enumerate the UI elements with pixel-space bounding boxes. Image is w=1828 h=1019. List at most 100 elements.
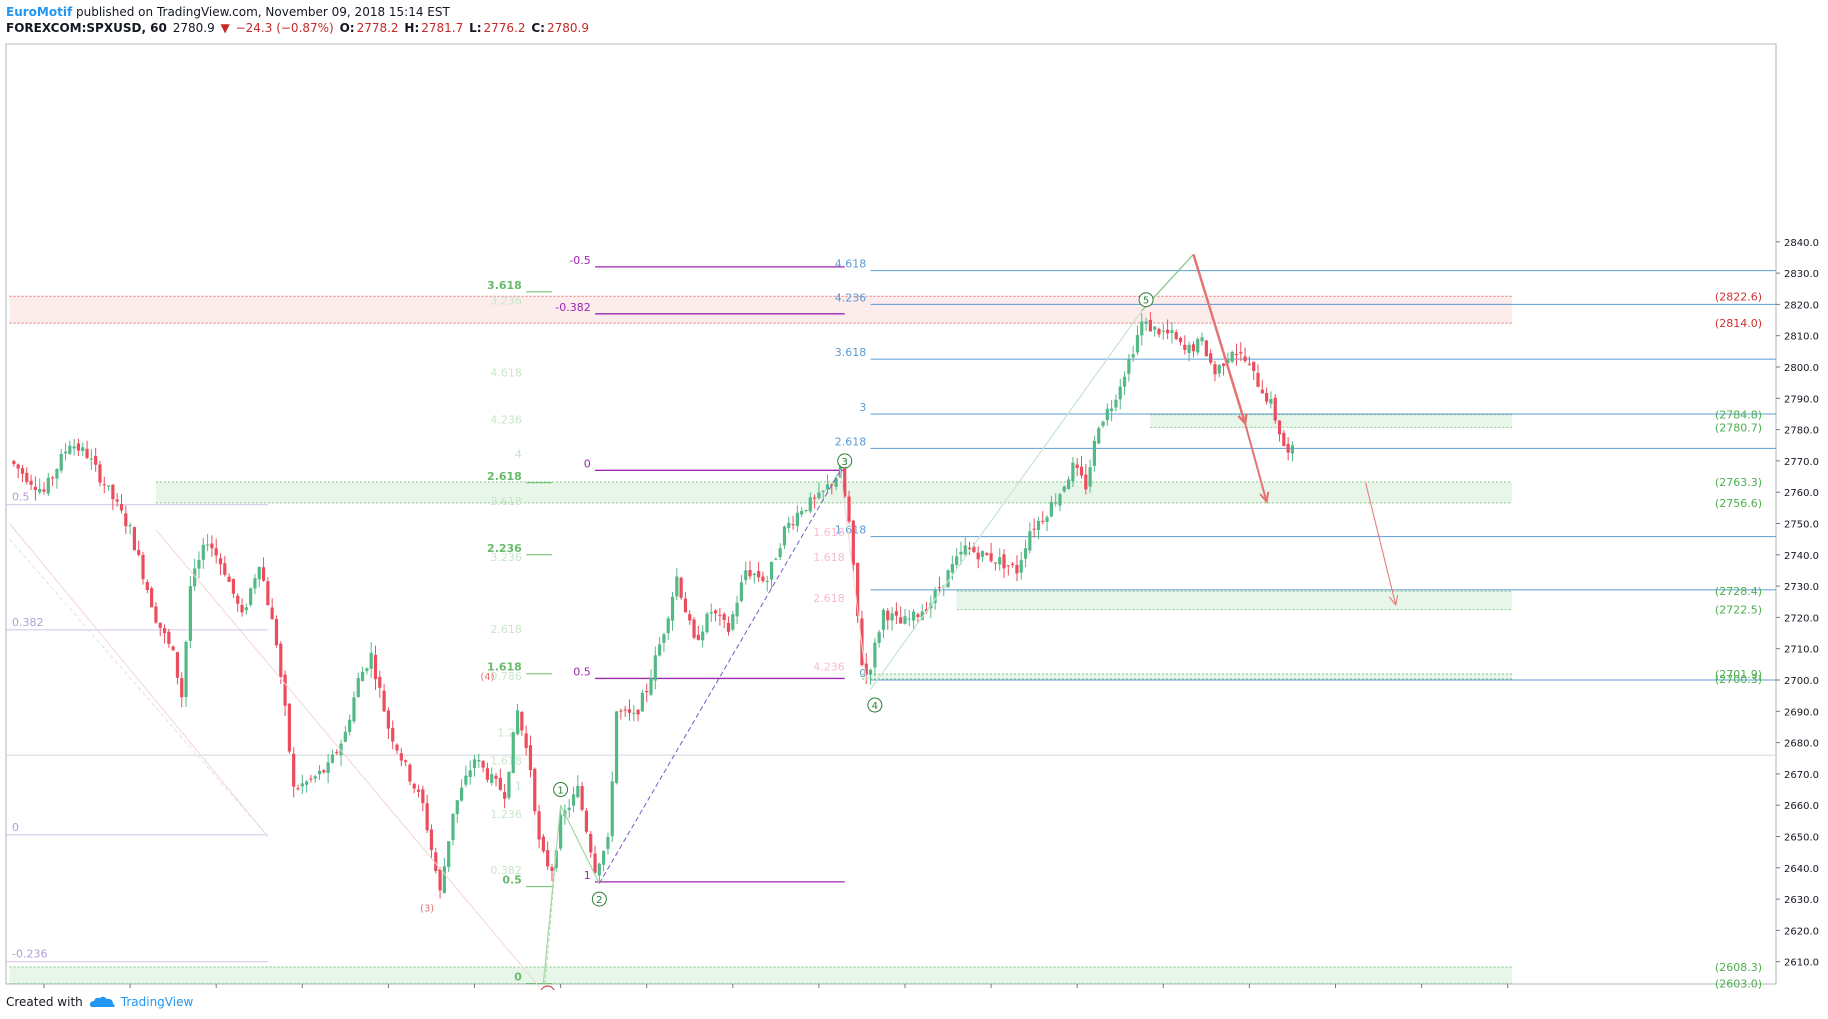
candle-body-97 — [429, 829, 434, 850]
candle-body-152 — [666, 618, 670, 634]
candle-body-186 — [812, 497, 817, 499]
candle-body-21 — [102, 484, 106, 486]
candle-body-44 — [201, 544, 205, 560]
candle-body-129 — [567, 807, 571, 811]
left-diagonal-1 — [9, 523, 269, 837]
candle-body-165 — [722, 614, 726, 620]
candle-body-194 — [847, 496, 851, 522]
green-fib-faint-label-0: 4.618 — [490, 367, 522, 380]
wave-label-0: 1 — [557, 786, 563, 797]
chart-header: EuroMotif published on TradingView.com, … — [6, 4, 591, 36]
candle-body-159 — [696, 634, 700, 640]
wave-paren-label-6: (3) — [420, 904, 434, 915]
wave-labels-layer: 12345C(3)(4)(5) — [420, 292, 1154, 990]
candle-body-91 — [404, 760, 408, 763]
candle-body-108 — [477, 760, 481, 762]
left-diagonal-2 — [155, 529, 540, 988]
open-value: 2778.2 — [356, 21, 399, 35]
candle-body-4 — [29, 480, 33, 485]
symbol-label: FOREXCOM:SPXUSD, 60 — [6, 21, 167, 35]
candle-body-42 — [193, 568, 197, 587]
candle-body-267 — [1161, 330, 1165, 332]
wave-dash-c-1 — [544, 852, 557, 984]
candle-body-167 — [731, 614, 735, 630]
candle-body-176 — [769, 561, 774, 580]
candle-body-27 — [128, 525, 132, 527]
candle-body-70 — [313, 776, 317, 779]
candle-body-25 — [119, 503, 124, 511]
candle-body-56 — [253, 578, 257, 589]
green-fib-label-0: 3.618 — [487, 279, 522, 292]
publisher-name[interactable]: EuroMotif — [6, 5, 73, 19]
candle-body-190 — [830, 484, 834, 486]
down-arrow-2-head — [1259, 491, 1270, 504]
candle-body-199 — [868, 669, 873, 675]
candle-body-98 — [434, 852, 438, 871]
green-fib-label-2: 2.236 — [487, 542, 522, 555]
candle-body-5 — [33, 486, 37, 491]
candle-body-85 — [378, 676, 382, 688]
candle-body-254 — [1105, 408, 1109, 421]
candle-body-116 — [511, 732, 515, 774]
candle-body-105 — [464, 775, 468, 785]
wave-label-5: C — [544, 989, 551, 990]
wave-circle-4 — [1138, 292, 1154, 308]
time-axis[interactable]: 2223242526293031Nov256789101112 — [38, 984, 1514, 990]
candle-body-210 — [916, 614, 920, 617]
green-fib-faint-label-12: 0.786 — [490, 670, 522, 683]
wave-line-1-2 — [560, 804, 600, 884]
zone-2 — [1150, 414, 1513, 428]
candle-body-219 — [955, 556, 959, 565]
green-fib-label-1: 2.618 — [487, 470, 522, 483]
price-label-1: (2814.0) — [1715, 317, 1762, 330]
candle-body-259 — [1127, 359, 1131, 374]
candle-body-228 — [993, 562, 998, 564]
y-tick-label-24: 2840.0 — [1784, 238, 1819, 249]
price-labels-layer: (2822.6) (2814.0) (2784.8)(2780.7) (2763.3)… — [1715, 290, 1762, 990]
wave-line-c-1 — [542, 805, 562, 984]
candle-body-72 — [322, 770, 326, 773]
candle-body-222 — [967, 547, 972, 550]
y-tick-label-11: 2710.0 — [1784, 645, 1819, 656]
candle-body-169 — [739, 582, 744, 602]
candle-body-157 — [688, 614, 692, 621]
candle-body-1 — [16, 464, 20, 469]
candle-body-279 — [1213, 364, 1217, 375]
candle-body-166 — [726, 622, 731, 632]
candle-body-124 — [546, 850, 550, 867]
candle-body-248 — [1079, 466, 1084, 476]
candle-body-290 — [1260, 389, 1264, 394]
candle-body-227 — [989, 553, 993, 562]
candle-body-79 — [352, 697, 356, 722]
candle-body-173 — [757, 571, 761, 578]
candle-body-36 — [167, 631, 171, 644]
candle-body-118 — [520, 712, 524, 731]
candle-body-258 — [1122, 376, 1127, 387]
price-chart[interactable]: 4.618 4.236 3.618 3 2.618 1.618 0 -0.5 -0.382 0 0.… — [0, 0, 1828, 990]
y-tick-label-12: 2720.0 — [1784, 613, 1819, 624]
wave-circle-0 — [553, 782, 569, 798]
candle-body-81 — [360, 671, 365, 682]
candle-body-280 — [1217, 364, 1221, 374]
candle-body-22 — [106, 485, 111, 487]
tradingview-logo[interactable]: TradingView — [89, 995, 193, 1009]
candle-body-149 — [653, 655, 657, 681]
wave-circle-1 — [591, 891, 607, 907]
candle-body-295 — [1282, 432, 1286, 447]
zone-0 — [9, 296, 1513, 324]
candle-body-175 — [765, 580, 769, 582]
candle-body-180 — [787, 522, 791, 528]
candle-body-6 — [38, 488, 42, 493]
candle-body-47 — [214, 548, 218, 556]
candle-body-10 — [55, 469, 59, 479]
candle-body-132 — [580, 786, 584, 810]
candle-body-232 — [1011, 563, 1015, 565]
price-axis[interactable]: 2600.0 2610.0 2620.0 2630.0 2640.0 2650.0 2660… — [1776, 238, 1819, 990]
candle-body-8 — [46, 477, 50, 494]
y-tick-label-4: 2640.0 — [1784, 864, 1819, 875]
candle-body-142 — [623, 709, 627, 711]
left-fib-label-3: -0.236 — [12, 948, 47, 961]
candle-body-125 — [550, 867, 554, 871]
candle-body-88 — [391, 727, 395, 742]
candle-body-296 — [1286, 443, 1290, 453]
